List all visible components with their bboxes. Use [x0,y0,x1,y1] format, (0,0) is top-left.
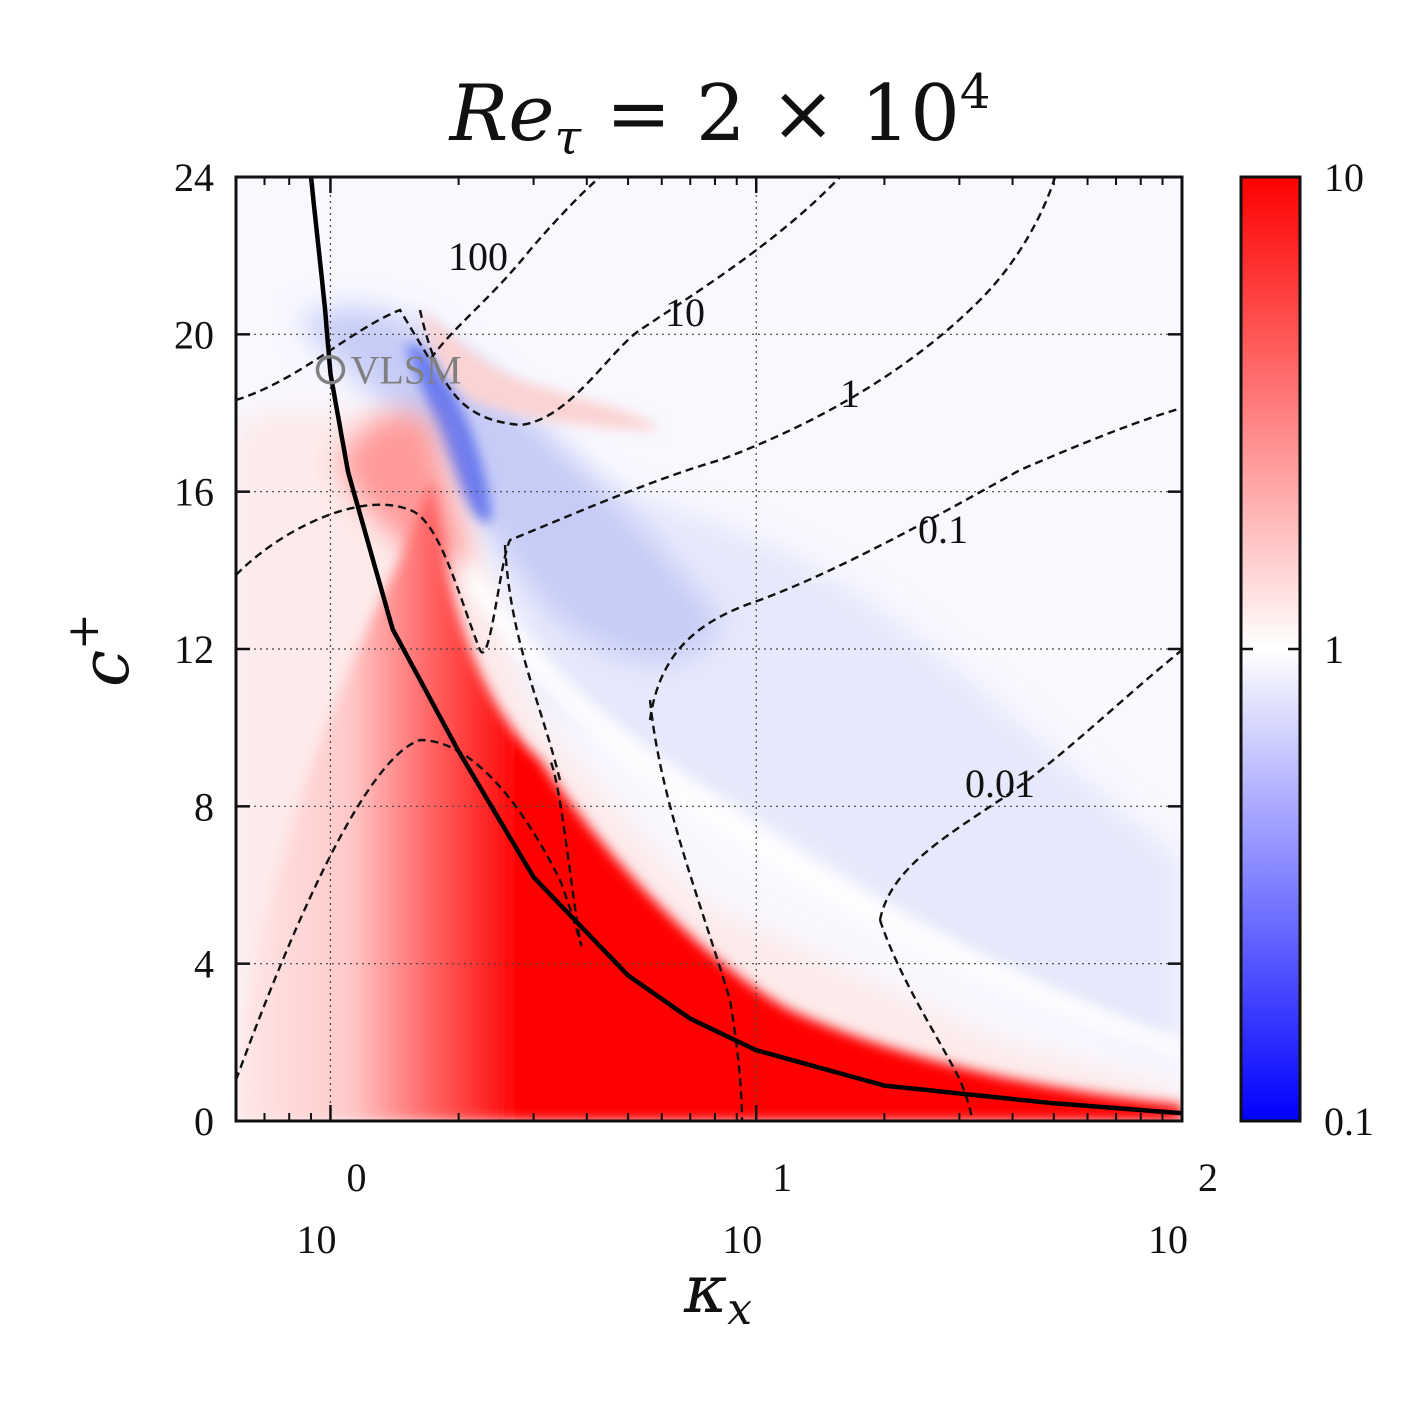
vlsm-marker [315,354,346,385]
y-tick-label: 12 [174,627,214,672]
colorbar-tick-label: 1 [1324,627,1344,672]
title-subscript: τ [555,110,583,166]
colorbar-ticks: 10 1 0.1 [1241,155,1374,1144]
x-label-subscript: x [727,1284,752,1335]
vlsm-label: VLSM [350,348,461,393]
y-tick-label: 20 [174,312,214,357]
chart-title: Reτ = 2 × 104 [448,64,991,166]
blue-lobe [300,307,720,662]
y-tick-labels: 0 4 8 12 16 20 24 [174,155,214,1144]
x-tick-label: 10 [722,1217,762,1262]
x-label-base: κ [683,1251,727,1328]
y-tick-label: 8 [194,784,214,829]
contour-0-1 [236,406,1182,1081]
title-exponent: 4 [960,64,991,120]
title-rest: = 2 × 10 [581,69,960,159]
colorbar-tick-label: 0.1 [1324,1099,1374,1144]
contour-label-10: 10 [665,290,705,335]
title-base: Re [448,69,555,159]
contour-1 [236,177,1057,654]
x-tick-label: 10 [296,1217,336,1262]
y-label-superscript: + [58,613,109,650]
contour-100 [236,177,601,402]
x-axis-label: κx [683,1251,752,1335]
colorbar-tick-label: 10 [1324,155,1364,200]
contour-label-0-01: 0.01 [965,761,1035,806]
contours [236,177,1182,1121]
contour-label-1: 1 [840,371,860,416]
y-tick-label: 16 [174,470,214,515]
colorbar: 10 1 0.1 [1239,155,1374,1144]
solid-curve [308,177,1182,1116]
y-label-base: c [67,650,144,687]
red-region [236,480,1182,1121]
blue-core [405,344,492,523]
contour-10 [418,177,841,427]
contour-0-01 [648,649,1182,1121]
contour-label-100: 100 [448,234,508,279]
x-tick-exponent: 0 [346,1155,366,1200]
contour-label-0-1: 0.1 [918,507,968,552]
y-tick-label: 24 [174,155,214,200]
x-tick-exponent: 1 [772,1155,792,1200]
y-tick-label: 0 [194,1099,214,1144]
y-axis-label: c+ [58,613,144,687]
x-tick-label: 10 [1148,1217,1188,1262]
y-tick-label: 4 [194,942,214,987]
x-tick-exponent: 2 [1198,1155,1218,1200]
grid-lines [236,177,1182,1121]
axis-ticks [235,175,1184,1123]
red-sliver [420,310,660,430]
